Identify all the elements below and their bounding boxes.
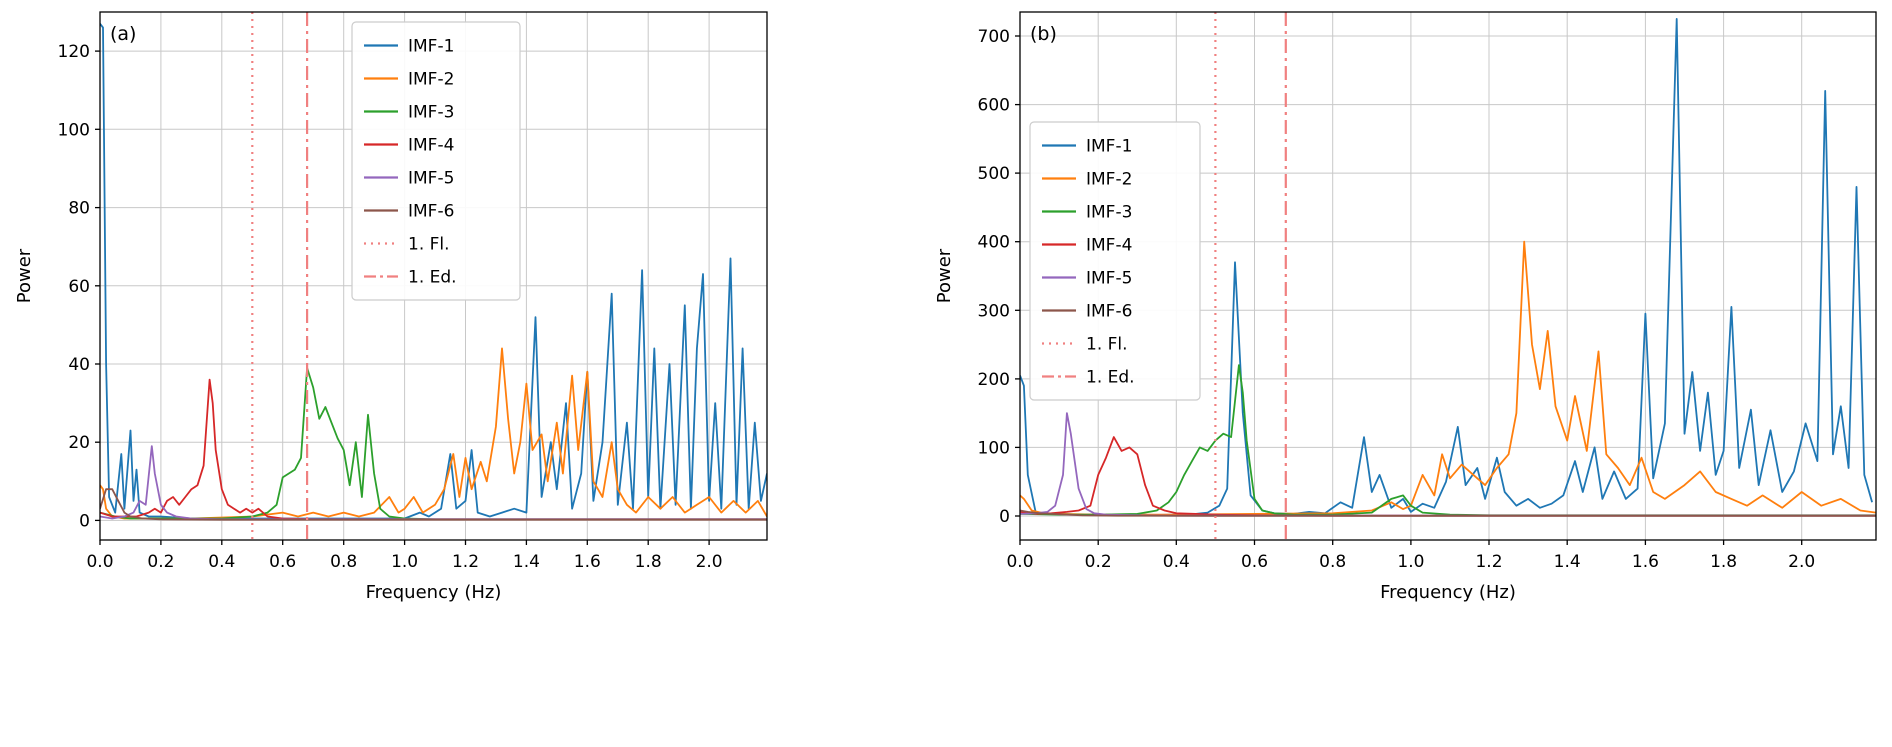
chart-a-svg: 0.0 0.2 0.4 0.6 0.8 1.0 1.2 1.4 1.6 1.8 2.0 0 20 40 60…	[14, 11, 768, 603]
legend-item-1-fl: 1. Fl.	[1042, 335, 1128, 355]
panel-b: 0.0 0.2 0.4 0.6 0.8 1.0 1.2 1.4 1.6 1.8 2.0 0 100 200…	[880, 0, 1892, 747]
x-tick-label: 1.2	[452, 552, 479, 572]
legend-item-imf-6: IMF-6	[364, 202, 454, 222]
panel-label: (a)	[110, 23, 136, 45]
y-tick-label: 400	[978, 233, 1010, 253]
panel-label: (b)	[1030, 23, 1057, 45]
legend-item-1-fl: 1. Fl.	[364, 235, 450, 255]
x-tick-label: 0.2	[147, 552, 174, 572]
chart-b-svg: 0.0 0.2 0.4 0.6 0.8 1.0 1.2 1.4 1.6 1.8 2.0 0 100 200…	[934, 11, 1877, 603]
x-tick-label: 1.6	[574, 552, 601, 572]
x-tick-label: 0.8	[330, 552, 357, 572]
legend-item-label: IMF-5	[1086, 269, 1132, 289]
legend-item-label: 1. Ed.	[408, 268, 457, 288]
x-tick-label: 0.6	[1241, 552, 1268, 572]
legend-item-label: IMF-3	[408, 103, 454, 123]
series-imf-6-line	[1020, 509, 1876, 517]
y-tick-label: 200	[978, 370, 1010, 390]
x-tick-label: 1.0	[1397, 552, 1424, 572]
x-tick-label: 0.0	[1006, 552, 1033, 572]
y-tick-label: 500	[978, 164, 1010, 184]
x-tick-label: 1.0	[391, 552, 418, 572]
series-imf-4-line	[1020, 436, 1876, 517]
legend-item-label: IMF-2	[408, 70, 454, 90]
legend-item-imf-4: IMF-4	[364, 136, 454, 156]
legend-item-label: IMF-1	[1086, 137, 1132, 157]
y-tick-label: 40	[68, 355, 90, 375]
legend-item-imf-3: IMF-3	[1042, 203, 1132, 223]
x-tick-label: 1.4	[513, 552, 540, 572]
legend-item-imf-5: IMF-5	[364, 169, 454, 189]
legend-item-label: IMF-4	[408, 136, 454, 156]
x-tick-label: 1.6	[1632, 552, 1659, 572]
x-tick-label: 1.8	[1710, 552, 1737, 572]
x-axis-label: Frequency (Hz)	[366, 582, 502, 603]
legend-item-label: 1. Fl.	[1086, 335, 1128, 355]
series-imf-2-line	[1020, 240, 1876, 516]
legend-item-label: IMF-5	[408, 169, 454, 189]
y-axis-label: Power	[934, 248, 955, 303]
y-tick-label: 60	[68, 277, 90, 297]
legend-item-label: 1. Fl.	[408, 235, 450, 255]
legend-item-label: IMF-3	[1086, 203, 1132, 223]
y-tick-label: 80	[68, 199, 90, 219]
legend-item-label: IMF-6	[1086, 302, 1132, 322]
series-imf-6-line	[100, 488, 767, 521]
legend-item-label: IMF-2	[1086, 170, 1132, 190]
x-tick-label: 0.2	[1085, 552, 1112, 572]
legend-box	[351, 21, 521, 301]
y-tick-label: 700	[978, 27, 1010, 47]
legend-item-imf-1: IMF-1	[364, 37, 454, 57]
legend-item-imf-2: IMF-2	[364, 70, 454, 90]
legend-item-imf-6: IMF-6	[1042, 302, 1132, 322]
axes-frame	[1019, 11, 1877, 541]
legend-box	[1029, 121, 1201, 401]
x-tick-label: 0.8	[1319, 552, 1346, 572]
x-tick-label: 1.4	[1554, 552, 1581, 572]
x-tick-label: 2.0	[696, 552, 723, 572]
series-imf-1-line	[1020, 17, 1873, 517]
y-tick-label: 100	[978, 438, 1010, 458]
y-tick-label: 600	[978, 96, 1010, 116]
x-tick-label: 0.6	[269, 552, 296, 572]
y-tick-label: 120	[58, 42, 90, 62]
y-tick-label: 20	[68, 433, 90, 453]
x-tick-label: 1.2	[1475, 552, 1502, 572]
x-tick-label: 2.0	[1788, 552, 1815, 572]
y-tick-label: 0	[999, 507, 1010, 527]
axes-frame	[99, 11, 768, 541]
legend-item-imf-4: IMF-4	[1042, 236, 1132, 256]
legend-item-1-ed: 1. Ed.	[364, 268, 457, 288]
legend-item-1-ed: 1. Ed.	[1042, 368, 1135, 388]
y-tick-label: 0	[79, 511, 90, 531]
series-imf-3-line	[1020, 364, 1876, 517]
legend-item-label: IMF-6	[408, 202, 454, 222]
y-axis-label: Power	[14, 248, 35, 303]
legend: IMF-1 IMF-2 IMF-3 IMF-4 IMF-5 IMF-6 1. Fl. 1. E…	[1029, 121, 1201, 401]
series-imf-4-line	[100, 378, 767, 521]
x-tick-label: 1.8	[635, 552, 662, 572]
y-tick-label: 300	[978, 301, 1010, 321]
x-tick-label: 0.0	[86, 552, 113, 572]
legend-item-label: IMF-1	[408, 37, 454, 57]
x-tick-label: 0.4	[1163, 552, 1190, 572]
legend-item-label: 1. Ed.	[1086, 368, 1135, 388]
legend-item-imf-2: IMF-2	[1042, 170, 1132, 190]
x-axis-label: Frequency (Hz)	[1380, 582, 1516, 603]
legend-item-imf-1: IMF-1	[1042, 137, 1132, 157]
series-imf-5-line	[100, 445, 767, 521]
legend-item-label: IMF-4	[1086, 236, 1132, 256]
series-imf-3-line	[100, 366, 767, 521]
x-tick-label: 0.4	[208, 552, 235, 572]
y-tick-label: 100	[58, 120, 90, 140]
panel-a: 0.0 0.2 0.4 0.6 0.8 1.0 1.2 1.4 1.6 1.8 2.0 0 20 40 60…	[0, 0, 880, 747]
series-imf-2-line	[100, 347, 767, 520]
legend: IMF-1 IMF-2 IMF-3 IMF-4 IMF-5 IMF-6 1. Fl. 1. E…	[351, 21, 521, 301]
legend-item-imf-5: IMF-5	[1042, 269, 1132, 289]
legend-item-imf-3: IMF-3	[364, 103, 454, 123]
